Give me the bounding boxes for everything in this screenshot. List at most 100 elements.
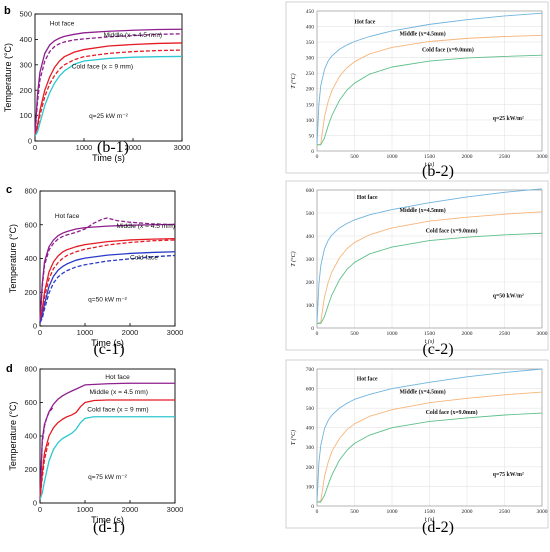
x-tick-label: 2500	[499, 509, 510, 515]
y-axis-label: T (°C)	[290, 251, 297, 266]
series-line	[39, 251, 176, 323]
x-tick-label: 1000	[387, 509, 398, 515]
y-tick-label: 200	[24, 465, 37, 474]
x-tick-label: 1500	[424, 154, 435, 160]
y-tick-label: 450	[306, 9, 315, 15]
plot-area	[316, 189, 543, 329]
y-tick-label: 0	[311, 326, 314, 332]
panel-caption: (c-2)	[422, 341, 453, 358]
curve-label: Hot face	[50, 20, 75, 27]
y-tick-label: 600	[306, 188, 315, 194]
y-tick-label: 150	[306, 102, 315, 108]
x-tick-label: 2500	[499, 331, 510, 337]
series-line	[39, 406, 55, 500]
y-tick-label: 100	[306, 303, 315, 309]
y-tick-label: 100	[306, 484, 315, 490]
y-axis-label: T (°C)	[290, 73, 297, 88]
chart-b2: 0 500 1000 1500 2000 2500 3000 0 50 100 150 200 250 3…	[285, 1, 549, 180]
y-tick-label: 200	[306, 465, 315, 471]
y-tick-label: 600	[24, 398, 37, 407]
y-tick-label: 400	[306, 426, 315, 432]
series-line	[39, 399, 175, 500]
x-axis-label: Time (s)	[91, 338, 124, 348]
x-tick-label: 0	[316, 331, 319, 337]
curve-label: Hot face	[55, 213, 80, 220]
series-line	[39, 254, 176, 323]
panel-frame	[285, 359, 549, 529]
panel-letter: b	[4, 5, 11, 17]
chart-d1: 0 1000 2000 3000 0 200 400 600 800 Time (s) Temper…	[6, 363, 183, 536]
x-axis-label: t (s)	[425, 516, 435, 523]
chart-c2: 0 500 1000 1500 2000 2500 3000 0 100 200 300 400 500…	[285, 180, 549, 358]
x-tick-label: 1000	[387, 154, 398, 160]
series-line	[316, 34, 543, 146]
y-tick-label: 200	[306, 280, 315, 286]
y-tick-label: 350	[306, 40, 315, 46]
y-tick-label: 300	[306, 445, 315, 451]
series-line	[39, 441, 50, 500]
x-tick-label: 0	[316, 154, 319, 160]
x-tick-label: 0	[33, 143, 37, 152]
y-tick-label: 0	[33, 322, 37, 331]
curve-label: Cold face (x=9.0mm)	[426, 409, 478, 416]
x-tick-label: 3000	[537, 509, 548, 515]
x-tick-label: 2000	[125, 143, 142, 152]
x-tick-label: 0	[38, 505, 42, 514]
curve-label: Cold face (x=9.0mm)	[426, 228, 478, 235]
x-tick-label: 3000	[537, 154, 548, 160]
y-tick-label: 300	[306, 257, 315, 263]
flux-note: q=25 kW/m²	[493, 116, 524, 122]
y-tick-label: 250	[306, 71, 315, 77]
y-tick-label: 500	[19, 10, 32, 19]
series-line	[34, 55, 183, 137]
x-tick-label: 2500	[499, 154, 510, 160]
curve-label: Middle (x=4.5mm)	[400, 30, 446, 37]
x-tick-label: 2000	[122, 505, 139, 514]
x-axis-label: Time (s)	[91, 515, 124, 525]
curve-label: Hot face	[105, 374, 130, 381]
x-axis-label: Time (s)	[92, 153, 125, 163]
curve-label: Hot face	[357, 377, 378, 383]
x-tick-label: 2000	[122, 328, 139, 337]
y-tick-label: 0	[311, 149, 314, 155]
y-tick-label: 0	[311, 504, 314, 510]
y-tick-label: 800	[24, 187, 37, 196]
series-line	[39, 416, 175, 500]
curve-label: Middle (x = 4.5 mm)	[117, 223, 175, 230]
x-tick-label: 2000	[462, 154, 473, 160]
series-line	[316, 211, 543, 324]
curve-label: Middle (x=4.5mm)	[400, 388, 446, 395]
curve-label: Middle (x = 4.5 mm)	[104, 32, 162, 39]
series-line	[34, 33, 183, 136]
x-tick-label: 1000	[387, 331, 398, 337]
y-axis-label: T (°C)	[290, 430, 297, 445]
y-tick-label: 700	[306, 367, 315, 373]
series-line	[317, 412, 543, 503]
y-tick-label: 500	[306, 406, 315, 412]
y-tick-label: 0	[33, 499, 37, 508]
flux-note: q=25 kW m⁻²	[89, 113, 128, 120]
y-tick-label: 400	[19, 35, 32, 44]
panel-caption: (b-2)	[422, 163, 454, 180]
panel-letter: c	[6, 184, 12, 196]
series-line	[317, 232, 543, 324]
chart-c1: 0 1000 2000 3000 0 200 400 600 800 Time (s) Temper…	[6, 184, 183, 358]
y-tick-label: 400	[306, 234, 315, 240]
curve-label: Hot face	[357, 195, 378, 201]
y-axis-label: Temperature (°C)	[8, 224, 18, 293]
x-tick-label: 3000	[167, 505, 184, 514]
flux-note: q=50 kW m⁻²	[88, 297, 127, 304]
y-tick-label: 50	[309, 133, 315, 139]
series-line	[34, 42, 183, 137]
x-tick-label: 500	[350, 331, 359, 337]
chart-b1: 0 1000 2000 3000 0 100 200 300 400 500 Time (s) Tem…	[3, 5, 190, 163]
x-tick-label: 500	[350, 509, 359, 515]
y-tick-label: 200	[306, 87, 315, 93]
x-tick-label: 0	[316, 509, 319, 515]
y-tick-label: 300	[19, 60, 32, 69]
curve-label: Middle (x = 4.5 mm)	[90, 389, 148, 396]
x-tick-label: 1000	[77, 328, 94, 337]
plot-area	[316, 10, 543, 152]
curve-label: Cold face	[130, 254, 158, 261]
